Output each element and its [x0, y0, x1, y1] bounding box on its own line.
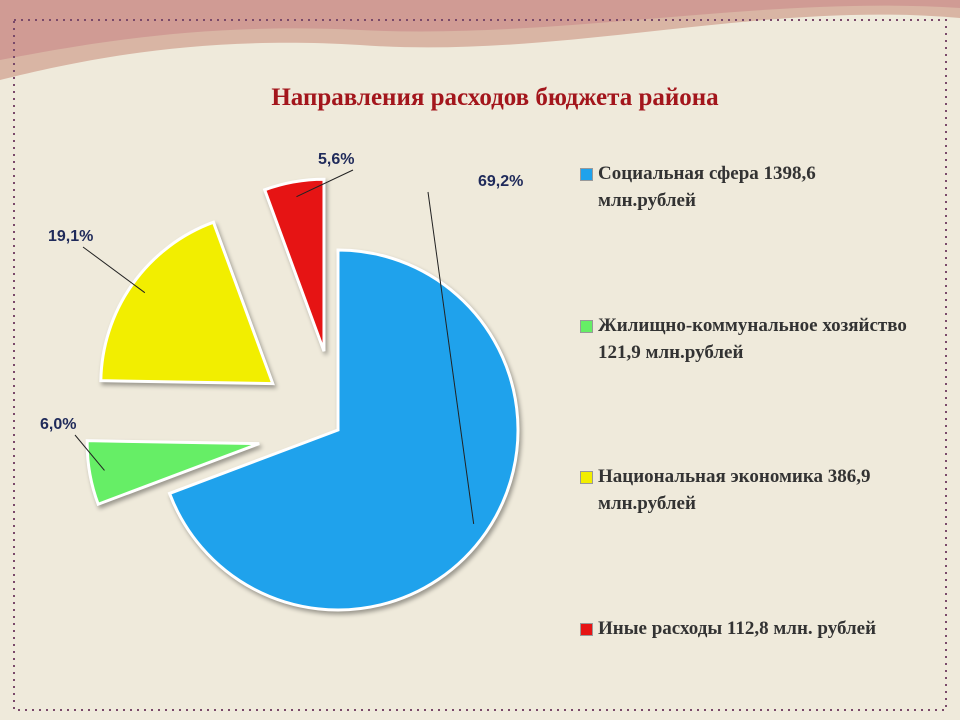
legend-entry: Национальная экономика 386,9 млн.рублей	[578, 463, 918, 517]
legend-label: Жилищно-коммунальное хозяйство 121,9 млн…	[598, 315, 907, 363]
border	[13, 19, 947, 711]
legend-swatch	[580, 623, 593, 636]
legend-label: Иные расходы 112,8 млн. рублей	[598, 618, 877, 639]
pie-slice	[262, 177, 326, 352]
data-label: 19,1%	[48, 228, 93, 245]
legend-entry: Иные расходы 112,8 млн. рублей	[578, 615, 918, 642]
legend-swatch	[580, 168, 593, 181]
chart-title: Направления расходов бюджета района	[271, 84, 719, 111]
legend-swatch	[580, 320, 593, 333]
legend-entry: Жилищно-коммунальное хозяйство 121,9 млн…	[578, 312, 918, 366]
legend-label: Национальная экономика 386,9 млн.рублей	[598, 466, 871, 514]
leader-line	[74, 434, 105, 471]
leader-line	[82, 246, 146, 294]
leader-line	[427, 191, 475, 524]
data-label: 69,2%	[478, 173, 523, 190]
pie-slice	[99, 220, 275, 386]
legend-entry: Социальная сфера 1398,6 млн.рублей	[578, 160, 918, 214]
decor-wave	[0, 0, 960, 60]
data-label: 5,6%	[318, 151, 354, 168]
leader-line	[296, 169, 354, 198]
data-label: 6,0%	[40, 416, 76, 433]
pie-slice	[85, 439, 260, 507]
legend-swatch	[580, 471, 593, 484]
pie-slice	[167, 248, 520, 612]
legend-label: Социальная сфера 1398,6 млн.рублей	[598, 163, 816, 211]
